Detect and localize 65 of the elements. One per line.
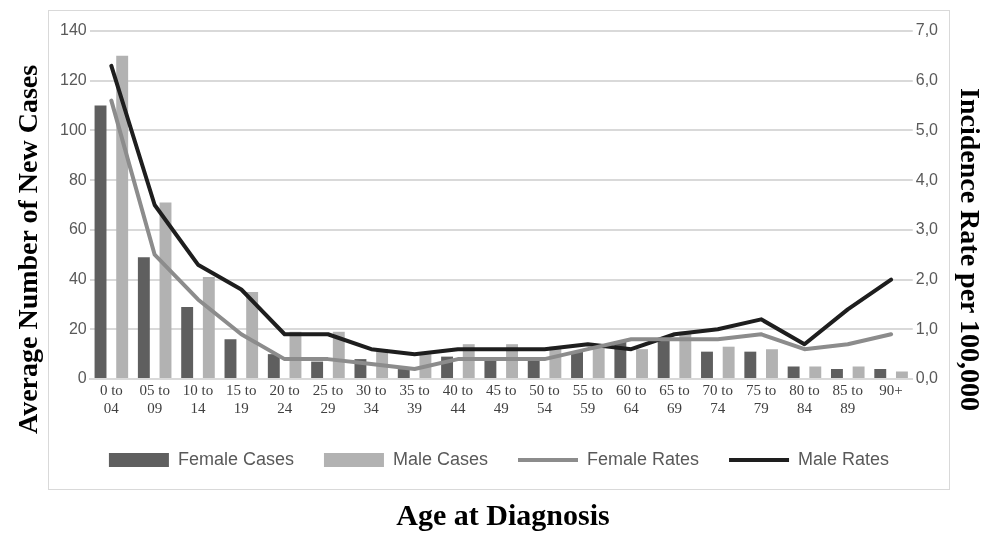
y-tick-label: 80 (68, 170, 87, 188)
bar (311, 361, 324, 378)
x-tick-label: 20 to 24 (269, 381, 300, 416)
bar (116, 55, 129, 378)
y2-tick-label: 6,0 (915, 71, 939, 89)
y2-tick-label: 1,0 (915, 319, 939, 337)
y2-tick-label: 7,0 (915, 21, 939, 39)
y-tick-label: 100 (59, 120, 87, 138)
bar (571, 351, 583, 378)
y-tick-label: 20 (68, 319, 87, 337)
bar (830, 369, 843, 378)
bar (722, 346, 735, 378)
bar (766, 349, 778, 378)
legend-label: Male Rates (798, 448, 890, 469)
x-tick-label: 15 to 19 (226, 381, 257, 416)
bar (809, 366, 822, 378)
bar (657, 339, 670, 378)
bar (636, 349, 648, 378)
x-tick-label: 65 to 69 (659, 381, 690, 416)
legend-label: Female Cases (177, 448, 294, 469)
bar (137, 257, 150, 378)
y-tick-label: 140 (59, 21, 87, 39)
bar (202, 277, 215, 378)
x-tick-label: 45 to 49 (486, 381, 517, 416)
x-tick-label: 60 to 64 (615, 381, 647, 416)
x-tick-label: 05 to 09 (139, 381, 170, 416)
x-tick-label: 50 to 54 (529, 381, 560, 416)
x-tick-label: 40 to 44 (442, 381, 474, 416)
x-tick-label: 80 to 84 (789, 381, 820, 416)
bar (267, 354, 280, 378)
x-tick-label: 70 to 74 (702, 381, 734, 416)
x-tick-label: 30 to 34 (356, 381, 387, 416)
x-tick-label: 75 to 79 (745, 381, 777, 416)
bar (181, 306, 194, 378)
y2-axis-title: Incidence Rate per 100,000 (954, 86, 987, 413)
x-tick-label: 10 to 14 (182, 381, 214, 416)
bar (895, 371, 908, 378)
y2-tick-label: 2,0 (915, 269, 939, 287)
x-tick-label: 90+ (879, 381, 903, 398)
y-tick-label: 60 (68, 220, 87, 238)
bar (701, 351, 713, 378)
legend-label: Male Cases (392, 448, 489, 469)
bar (94, 105, 107, 378)
x-tick-label: 25 to 29 (312, 381, 344, 416)
bar (592, 346, 605, 378)
y-axis-title: Average Number of New Cases (11, 63, 44, 436)
x-tick-label: 55 to 59 (572, 381, 604, 416)
x-tick-label: 0 to 04 (99, 381, 123, 416)
bar (224, 339, 237, 378)
y-tick-label: 120 (59, 71, 87, 89)
bar (787, 366, 800, 378)
x-tick-label: 85 to 89 (832, 381, 863, 416)
legend-label: Female Rates (587, 448, 700, 469)
bar (397, 369, 410, 378)
bar (744, 351, 757, 378)
y-tick-label: 0 (77, 369, 87, 387)
y-tick-label: 40 (68, 269, 87, 287)
bar (874, 369, 887, 378)
y2-tick-label: 3,0 (915, 220, 939, 238)
y2-tick-label: 4,0 (915, 170, 939, 188)
y2-tick-label: 0,0 (915, 369, 939, 387)
y2-tick-label: 5,0 (915, 120, 939, 138)
bar (852, 366, 865, 378)
x-axis-title: Age at Diagnosis (395, 498, 611, 532)
x-tick-label: 35 to 39 (399, 381, 430, 416)
